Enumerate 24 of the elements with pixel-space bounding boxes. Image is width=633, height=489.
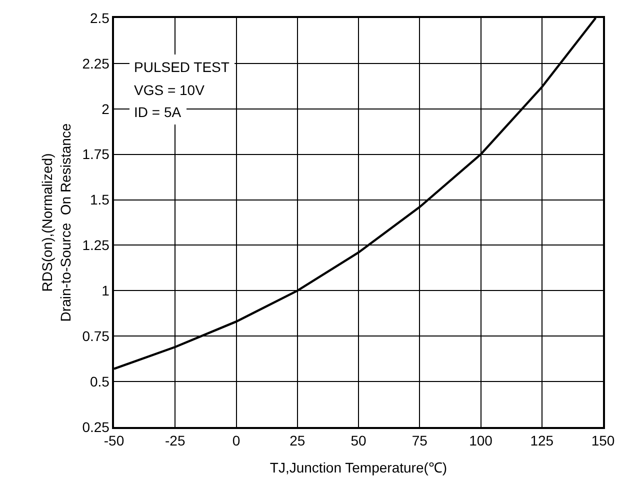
annotation: VGS = 10V xyxy=(134,82,206,98)
y-tick-label: 1.25 xyxy=(82,237,110,254)
x-tick-label: -25 xyxy=(165,432,186,449)
y-tick-label: 2 xyxy=(102,100,110,117)
x-tick-label: 125 xyxy=(530,432,554,449)
y-axis-title: RDS(on),(Normalized) Drain-to-Source On Resistance xyxy=(39,123,74,322)
y-tick-label: 0.5 xyxy=(90,373,110,390)
x-tick-label: -50 xyxy=(104,432,124,449)
annotation: PULSED TEST xyxy=(134,59,230,75)
y-tick-label: 1.5 xyxy=(90,192,110,208)
y-tick-label: 1.75 xyxy=(82,146,110,162)
y-tick-label: 2.25 xyxy=(82,55,110,72)
y-tick-label: 0.75 xyxy=(82,328,110,344)
x-tick-label: 50 xyxy=(350,432,366,449)
x-tick-label: 75 xyxy=(412,432,428,449)
x-tick-label: 0 xyxy=(232,432,240,449)
y-tick-label: 1 xyxy=(102,282,110,299)
y-tick-label: 0.25 xyxy=(82,418,110,435)
x-tick-label: 25 xyxy=(290,432,306,449)
y-tick-label: 2.5 xyxy=(90,10,110,26)
annotation: ID = 5A xyxy=(134,104,182,120)
x-tick-label: 150 xyxy=(591,432,615,449)
x-tick-label: 100 xyxy=(469,432,493,449)
x-axis-title: TJ,Junction Temperature(℃) xyxy=(270,459,448,476)
